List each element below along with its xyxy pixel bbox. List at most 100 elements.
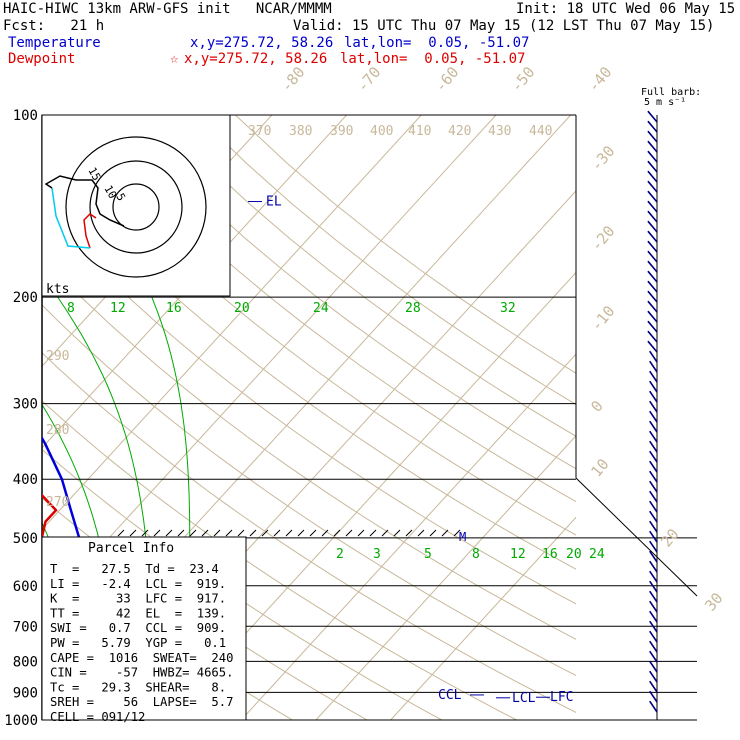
- parcel-info-frame: [41, 536, 247, 721]
- isotherm-line: [166, 271, 576, 720]
- moist-adiabat-label: 32: [500, 301, 516, 316]
- isotherm-label: -40: [584, 63, 615, 95]
- isotherm-label: -60: [431, 63, 462, 95]
- hash-mark: [297, 529, 305, 537]
- wind-barb: [649, 680, 658, 693]
- wind-barb: [647, 180, 658, 193]
- isotherm-line: [390, 516, 576, 720]
- parcel-info-row: LI = -2.4 LCL = 919.: [50, 577, 226, 591]
- pressure-label: 900: [13, 685, 38, 701]
- hash-mark: [189, 529, 197, 537]
- wind-barb: [649, 520, 658, 533]
- barb-legend-title: Full barb:: [641, 87, 701, 98]
- wind-barb: [649, 590, 658, 603]
- hodograph-trace-low: [51, 187, 91, 249]
- isotherm-line: [42, 115, 497, 612]
- wind-barb: [649, 620, 658, 633]
- parcel-info-title: Parcel Info: [88, 541, 174, 556]
- hodograph-ring-label: 10: [101, 183, 119, 201]
- isotherm-label: -80: [277, 63, 308, 95]
- pressure-label: 200: [13, 290, 38, 306]
- level-marker-lcl: LCL: [512, 691, 536, 706]
- dry-adiabat-line: [235, 115, 576, 374]
- dry-adiabat-label: 430: [488, 124, 511, 139]
- dry-adiabat-label: 420: [448, 124, 471, 139]
- pressure-label: 100: [13, 108, 38, 124]
- mixing-ratio-label: 12: [510, 547, 526, 562]
- hash-mark: [369, 529, 377, 537]
- pressure-label: 700: [13, 619, 38, 635]
- level-marker-lfc: LFC: [550, 690, 573, 705]
- wind-barb: [649, 630, 658, 643]
- hodograph-ring-label: 15: [85, 165, 103, 183]
- wind-barb: [649, 540, 658, 553]
- isotherm-label: 20: [657, 525, 682, 550]
- hash-mark: [213, 529, 221, 537]
- parcel-info-row: CIN = -57 HWBZ= 4665.: [50, 666, 233, 680]
- isotherm-label: -50: [507, 63, 538, 95]
- dry-adiabat-label: 290: [46, 349, 69, 364]
- wind-barb: [649, 400, 658, 413]
- wind-barb: [647, 270, 658, 283]
- hodograph-trace-upper: [44, 175, 125, 227]
- hash-mark: [321, 529, 329, 537]
- temperature-xy: x,y=275.72, 58.26: [190, 35, 334, 51]
- hash-mark: [393, 529, 401, 537]
- wind-barb: [649, 420, 658, 433]
- hash-mark: [417, 529, 425, 537]
- mixing-ratio-label: 16: [542, 547, 558, 562]
- pressure-label: 300: [13, 397, 38, 413]
- hash-mark: [441, 529, 449, 537]
- isotherm-label: -70: [353, 63, 384, 95]
- freezing-level-marker: M: [459, 530, 466, 544]
- dry-adiabat-label: 390: [330, 124, 353, 139]
- wind-barb: [647, 340, 658, 353]
- dry-adiabat-line: [118, 115, 576, 470]
- wind-barb: [649, 560, 658, 573]
- wind-barb: [649, 460, 658, 473]
- dewpoint-star-icon: ☆: [170, 51, 179, 67]
- hash-mark: [333, 529, 341, 537]
- wind-barb: [649, 370, 658, 383]
- wind-barb: [647, 330, 658, 343]
- hash-mark: [357, 529, 365, 537]
- moist-adiabat-label: 8: [67, 301, 75, 316]
- barb-legend-units: 5 m s⁻¹: [644, 97, 686, 108]
- hash-mark: [117, 529, 125, 537]
- pressure-label: 1000: [4, 713, 38, 729]
- wind-barb: [649, 490, 658, 503]
- wind-barb: [649, 530, 658, 543]
- dry-adiabat-line: [42, 115, 576, 536]
- isotherm-line: [240, 353, 576, 720]
- hash-mark: [201, 529, 209, 537]
- parcel-info-row: SREH = 56 LAPSE= 5.7: [50, 695, 233, 709]
- hash-mark: [405, 529, 413, 537]
- mixing-ratio-label: 3: [373, 547, 381, 562]
- moist-adiabat-line: [0, 297, 2, 720]
- hodograph-frame: [41, 114, 231, 297]
- hash-mark: [273, 529, 281, 537]
- wind-barb: [647, 120, 658, 133]
- wind-barb: [649, 600, 658, 613]
- hodograph-units: kts: [46, 282, 69, 297]
- temperature-legend: Temperature: [8, 35, 101, 51]
- isotherm-line: [315, 435, 576, 720]
- wind-barb: [649, 440, 658, 453]
- moist-adiabat-label: 20: [234, 301, 250, 316]
- dry-adiabat-label: 410: [408, 124, 431, 139]
- wind-barb: [649, 550, 658, 563]
- wind-barb: [647, 290, 658, 303]
- hodograph-ring: [112, 183, 160, 231]
- mixing-ratio-label: 5: [424, 547, 432, 562]
- wind-barb: [647, 110, 658, 123]
- wind-barb: [649, 350, 658, 363]
- dry-adiabat-line: [42, 161, 576, 570]
- parcel-info-row: K = 33 LFC = 917.: [50, 592, 226, 606]
- isotherm-label: -10: [587, 302, 618, 334]
- wind-barb: [649, 360, 658, 373]
- parcel-info-row: CELL = 091/12: [50, 710, 145, 724]
- dry-adiabat-label: 380: [289, 124, 312, 139]
- isotherm-label: -20: [587, 222, 618, 254]
- hash-mark: [177, 529, 185, 537]
- isotherm-label: 30: [701, 589, 726, 614]
